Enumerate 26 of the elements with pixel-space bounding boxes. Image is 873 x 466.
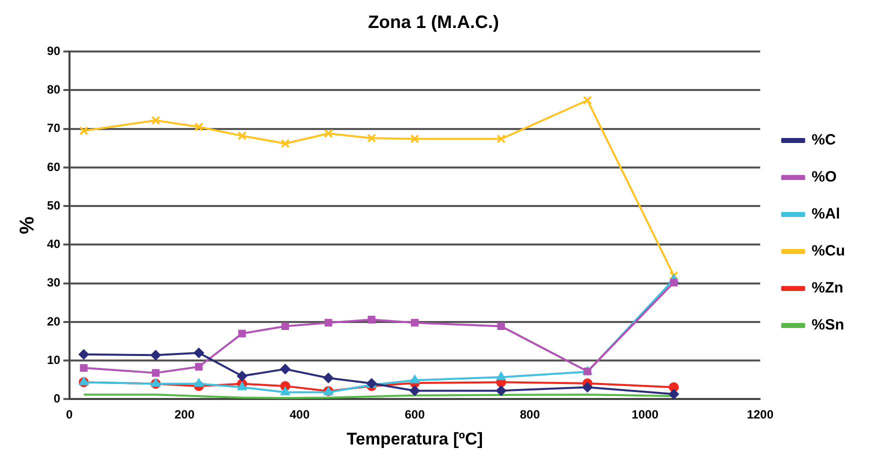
x-tick-label: 0 [66,408,74,422]
y-tick-label: 60 [46,160,61,174]
y-tick-label: 30 [46,276,61,290]
x-tick-label: 1000 [632,408,659,422]
x-tick-label: 800 [520,408,540,422]
y-axis-title: % [16,216,39,234]
legend-label: %O [812,168,838,186]
y-tick-label: 40 [46,237,61,252]
legend-label: %Zn [812,280,844,297]
x-tick-label: 1200 [746,408,774,422]
x-axis-title: Temperatura [ºC] [346,429,483,448]
y-tick-label: 0 [54,392,61,406]
y-tick-label: 50 [46,198,61,212]
x-tick-label: 600 [404,408,426,422]
y-tick-label: 10 [46,352,61,367]
chart-title: Zona 1 (M.A.C.) [368,12,499,32]
y-tick-label: 90 [46,44,61,58]
y-tick-label: 80 [46,82,61,97]
legend-label: %Sn [812,316,844,334]
legend-label: %Al [812,206,840,223]
legend-label: %Cu [812,242,846,260]
y-tick-label: 20 [46,314,61,328]
legend-label: %C [812,132,836,149]
x-tick-label: 200 [174,408,195,422]
y-tick-label: 70 [46,121,61,136]
x-tick-label: 400 [290,408,310,422]
